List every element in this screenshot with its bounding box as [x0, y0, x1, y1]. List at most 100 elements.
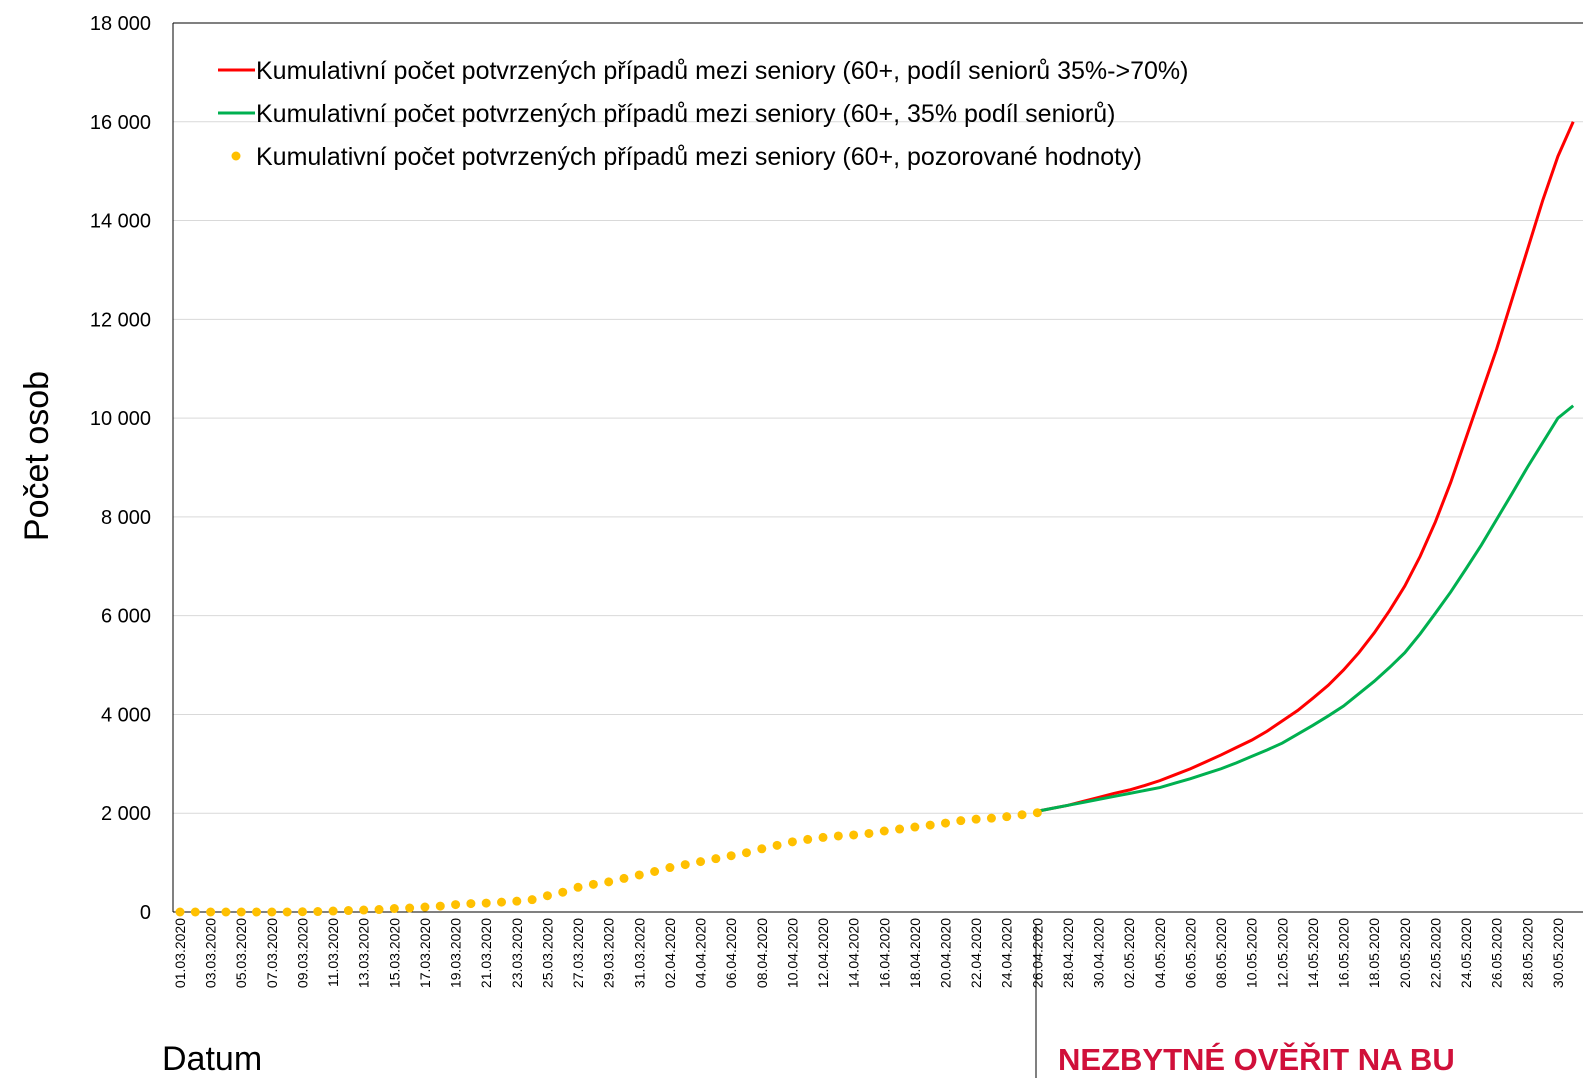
data-point: [297, 907, 307, 917]
y-tick-label: 6 000: [101, 606, 151, 628]
data-point: [420, 902, 430, 912]
x-tick-label: 14.05.2020: [1305, 918, 1321, 988]
data-point: [986, 813, 996, 823]
data-point: [328, 906, 338, 916]
x-tick-label: 29.03.2020: [601, 918, 617, 988]
data-point: [435, 901, 445, 911]
x-tick-label: 16.04.2020: [876, 918, 892, 988]
x-tick-label: 18.04.2020: [907, 918, 923, 988]
x-tick-label: 31.03.2020: [631, 918, 647, 988]
y-tick-label: 8 000: [101, 507, 151, 529]
data-point: [236, 907, 246, 917]
data-point: [971, 814, 981, 824]
x-tick-label: 10.04.2020: [784, 918, 800, 988]
data-point: [604, 877, 614, 887]
x-tick-label: 07.03.2020: [264, 918, 280, 988]
x-tick-label: 26.05.2020: [1489, 918, 1505, 988]
x-tick-label: 24.05.2020: [1458, 918, 1474, 988]
x-tick-label: 11.03.2020: [325, 918, 341, 987]
data-point: [803, 834, 813, 844]
x-tick-label: 08.04.2020: [754, 918, 770, 988]
x-tick-label: 05.03.2020: [233, 918, 249, 988]
x-tick-label: 23.03.2020: [509, 918, 525, 988]
data-point: [343, 906, 353, 916]
data-point: [313, 907, 323, 917]
x-tick-label: 06.05.2020: [1182, 918, 1198, 988]
data-point: [221, 907, 231, 917]
data-point: [252, 907, 262, 917]
x-tick-label: 16.05.2020: [1336, 918, 1352, 988]
data-point: [696, 857, 706, 867]
data-point: [941, 818, 950, 828]
series-line: [1037, 404, 1575, 813]
x-tick-label: 06.04.2020: [723, 918, 739, 988]
x-tick-label: 26.04.2020: [1029, 918, 1045, 988]
data-point: [175, 907, 185, 917]
x-tick-label: 18.05.2020: [1366, 918, 1382, 988]
data-point: [849, 830, 859, 840]
x-tick-label: 12.04.2020: [815, 918, 831, 988]
y-tick-label: 4 000: [101, 704, 151, 726]
y-tick-label: 18 000: [90, 13, 151, 35]
x-tick-label: 28.05.2020: [1519, 918, 1535, 988]
x-tick-label: 17.03.2020: [417, 918, 433, 988]
data-point: [527, 895, 537, 905]
data-point: [787, 837, 797, 847]
x-tick-label: 02.05.2020: [1121, 918, 1137, 988]
x-tick-label: 03.03.2020: [203, 918, 219, 988]
x-tick-label: 09.03.2020: [294, 918, 310, 988]
x-tick-label: 01.03.2020: [172, 918, 188, 988]
data-point: [833, 831, 843, 841]
data-point: [741, 848, 751, 858]
data-point: [925, 820, 935, 830]
x-axis-label: Datum: [162, 1040, 262, 1078]
data-point: [895, 824, 905, 834]
data-point: [374, 905, 384, 915]
y-tick-label: 0: [140, 902, 151, 924]
data-point: [573, 882, 583, 892]
data-point: [726, 851, 736, 861]
annotation: NEZBYTNÉ OVĚŘIT NA BU: [1058, 1041, 1455, 1077]
x-tick-label: 10.05.2020: [1244, 918, 1260, 988]
legend-label: Kumulativní počet potvrzených případů me…: [256, 100, 1116, 128]
data-point: [389, 904, 399, 914]
legend-marker: [231, 151, 241, 161]
x-tick-label: 13.03.2020: [356, 918, 372, 988]
x-tick-label: 25.03.2020: [539, 918, 555, 988]
x-tick-label: 27.03.2020: [570, 918, 586, 988]
x-tick-label: 12.05.2020: [1274, 918, 1290, 988]
data-point: [267, 907, 277, 917]
data-point: [282, 907, 292, 917]
data-point: [757, 844, 767, 854]
y-tick-label: 12 000: [90, 309, 151, 331]
data-point: [665, 863, 675, 873]
data-point: [910, 822, 920, 832]
data-point: [619, 873, 629, 883]
data-point: [206, 907, 216, 917]
data-point: [818, 832, 828, 842]
y-tick-label: 2 000: [101, 803, 151, 825]
data-point: [879, 826, 889, 836]
x-tick-label: 20.04.2020: [938, 918, 954, 988]
data-point: [956, 816, 966, 826]
y-tick-label: 10 000: [90, 408, 151, 430]
x-tick-label: 22.05.2020: [1427, 918, 1443, 988]
x-tick-label: 04.05.2020: [1152, 918, 1168, 988]
x-tick-label: 04.04.2020: [693, 918, 709, 988]
y-axis-label: Počet osob: [18, 371, 56, 541]
data-point: [405, 903, 415, 913]
data-point: [711, 854, 721, 864]
data-point: [864, 828, 874, 838]
data-point: [359, 905, 369, 915]
x-tick-label: 02.04.2020: [662, 918, 678, 988]
x-tick-label: 30.05.2020: [1550, 918, 1566, 988]
x-tick-label: 20.05.2020: [1397, 918, 1413, 988]
x-tick-label: 08.05.2020: [1213, 918, 1229, 988]
data-point: [497, 897, 507, 907]
x-tick-label: 24.04.2020: [999, 918, 1015, 988]
data-point: [1032, 808, 1042, 818]
data-point: [190, 907, 200, 917]
x-tick-label: 22.04.2020: [968, 918, 984, 988]
y-tick-label: 14 000: [90, 211, 151, 233]
